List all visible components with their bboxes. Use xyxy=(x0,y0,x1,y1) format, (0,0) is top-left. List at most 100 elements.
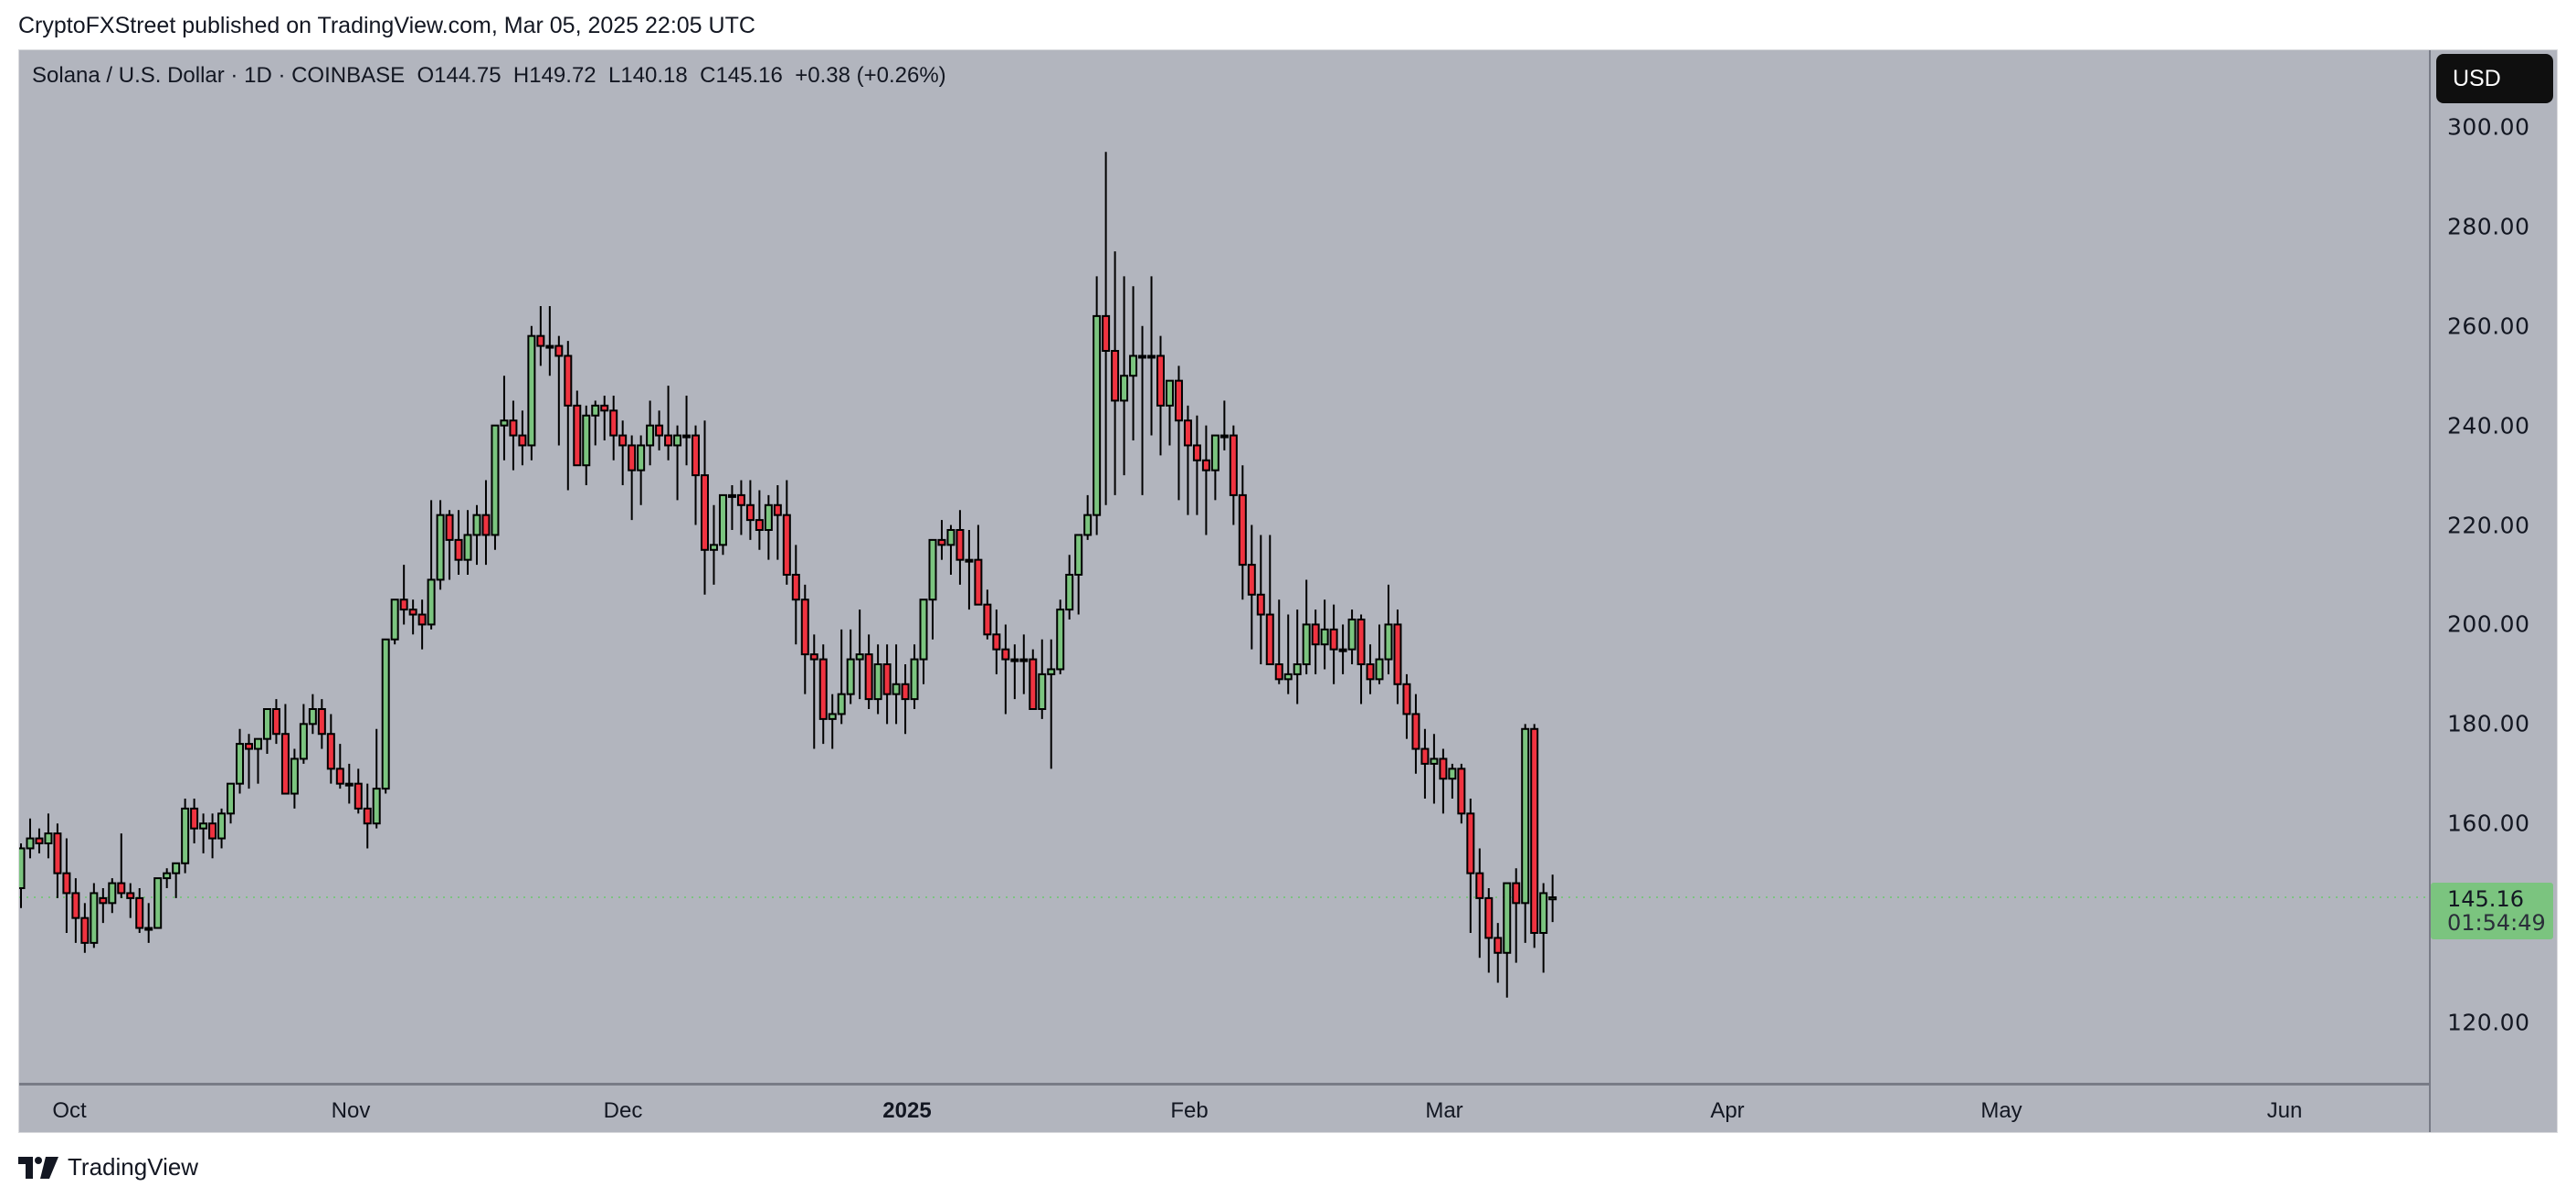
time-tick-label: 2025 xyxy=(882,1098,932,1123)
candle xyxy=(773,485,782,560)
candle xyxy=(1484,888,1494,973)
candle xyxy=(536,306,545,366)
candle xyxy=(500,376,509,461)
candle xyxy=(1210,434,1219,501)
candle xyxy=(682,396,692,466)
candle xyxy=(354,768,363,814)
tradingview-brand: TradingView xyxy=(68,1153,199,1181)
candle xyxy=(245,734,253,789)
currency-button[interactable]: USD xyxy=(2436,54,2553,103)
candle xyxy=(545,306,554,376)
candle xyxy=(153,877,163,929)
candle xyxy=(1283,614,1293,694)
candle xyxy=(946,524,955,575)
candle xyxy=(1238,465,1247,600)
candle xyxy=(308,694,317,735)
time-axis[interactable]: Oct Nov Dec 2025 Feb Mar Apr May Jun xyxy=(19,1083,2429,1135)
time-tick-label: Oct xyxy=(52,1098,87,1123)
candle xyxy=(873,644,882,715)
candle xyxy=(19,843,26,908)
symbol-legend: Solana / U.S. Dollar · 1D · COINBASE O14… xyxy=(32,63,946,89)
candle xyxy=(974,524,983,606)
candle xyxy=(290,748,299,809)
time-tick-label: Jun xyxy=(2266,1098,2303,1123)
candle xyxy=(928,538,937,640)
candle xyxy=(910,644,919,709)
candle xyxy=(372,728,381,829)
legend-symbol: Solana / U.S. Dollar · 1D · COINBASE xyxy=(32,63,406,88)
candle xyxy=(745,480,755,540)
candle xyxy=(481,480,491,566)
candle xyxy=(1129,286,1138,440)
time-tick-label: Feb xyxy=(1170,1098,1209,1123)
candle xyxy=(436,500,445,590)
candle xyxy=(317,699,326,749)
candle xyxy=(1466,799,1475,933)
candle xyxy=(363,783,372,849)
candle xyxy=(1183,405,1192,515)
candle xyxy=(837,629,846,725)
candle xyxy=(1038,639,1047,719)
candle xyxy=(1174,365,1183,501)
candle xyxy=(163,868,172,888)
candle xyxy=(408,599,417,635)
candle xyxy=(208,813,217,859)
candle xyxy=(1265,535,1274,665)
footer-branding: TradingView xyxy=(18,1153,198,1181)
candle xyxy=(1521,724,1530,943)
candle xyxy=(701,420,709,595)
candle xyxy=(299,704,308,764)
candle xyxy=(253,737,262,784)
candle xyxy=(1010,644,1019,700)
candle xyxy=(1393,609,1402,704)
candle xyxy=(764,494,773,560)
candle xyxy=(965,530,974,610)
chart-plot-area[interactable]: Solana / U.S. Dollar · 1D · COINBASE O14… xyxy=(19,50,2429,1083)
candle xyxy=(919,598,928,684)
candle xyxy=(1219,400,1229,450)
candle xyxy=(427,500,436,630)
candle xyxy=(1311,609,1320,674)
candle xyxy=(1019,634,1029,694)
candle xyxy=(62,838,71,933)
price-tick-label: 160.00 xyxy=(2447,810,2530,837)
candle xyxy=(1138,325,1147,495)
candle xyxy=(600,396,609,440)
candle xyxy=(846,629,855,704)
candle xyxy=(472,504,481,566)
candle xyxy=(1512,868,1521,963)
candle xyxy=(782,480,791,585)
candle xyxy=(1147,276,1156,436)
candle xyxy=(117,833,126,898)
candle xyxy=(236,728,245,794)
time-tick-label: Nov xyxy=(331,1098,371,1123)
candle xyxy=(390,598,399,645)
last-price-value: 145.16 xyxy=(2447,886,2524,913)
candle xyxy=(992,609,1001,674)
price-tick-label: 260.00 xyxy=(2447,312,2530,340)
candle xyxy=(1302,579,1311,674)
bar-countdown: 01:54:49 xyxy=(2447,910,2546,937)
candle xyxy=(1457,763,1466,824)
candle xyxy=(809,634,818,749)
price-axis[interactable]: USD 145.16 01:54:49 300.00 280.00 260.00 24… xyxy=(2429,50,2559,1132)
candle xyxy=(1548,874,1557,923)
candle xyxy=(655,410,664,450)
candle xyxy=(71,878,80,943)
candle xyxy=(1083,494,1093,540)
candle xyxy=(864,634,873,709)
candle xyxy=(1329,604,1338,684)
candle xyxy=(1366,644,1375,694)
candle xyxy=(1293,609,1302,704)
candle xyxy=(955,510,965,585)
price-tick-label: 120.00 xyxy=(2447,1009,2530,1036)
candle xyxy=(1430,734,1439,804)
candle xyxy=(1503,882,1512,998)
candle xyxy=(26,818,35,859)
candle xyxy=(1111,251,1120,495)
candle xyxy=(855,609,864,700)
candle xyxy=(172,862,181,898)
candle xyxy=(1074,534,1083,615)
candle xyxy=(1420,728,1430,799)
candle xyxy=(1274,599,1283,684)
